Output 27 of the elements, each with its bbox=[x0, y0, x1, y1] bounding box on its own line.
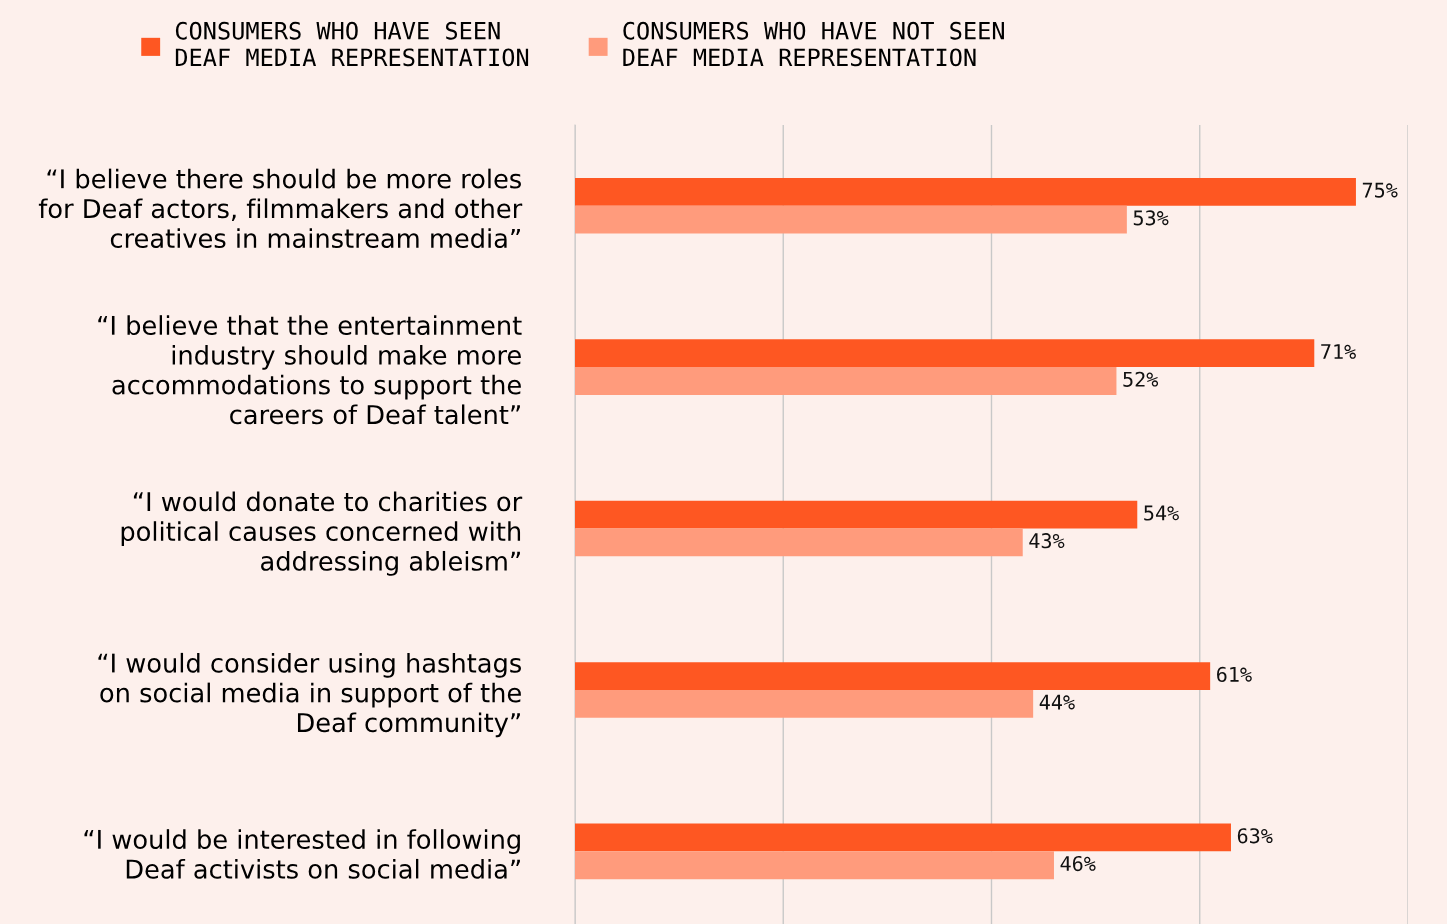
bar bbox=[575, 500, 1138, 529]
bar bbox=[575, 528, 1023, 557]
data-label: 71% bbox=[1321, 344, 1356, 359]
data-label: 52% bbox=[1123, 371, 1159, 387]
y-tick-label: “I believe that the entertainment industry should make more accommodations to support the careers of Deaf talent” bbox=[98, 315, 522, 425]
data-label: 54% bbox=[1144, 505, 1179, 521]
bar bbox=[575, 823, 1231, 852]
data-label: 46% bbox=[1060, 855, 1096, 872]
bar bbox=[575, 339, 1315, 368]
y-tick-label: “I would be interested in following Deaf activists on social media” bbox=[84, 829, 520, 879]
data-label: 63% bbox=[1237, 828, 1273, 844]
legend-label: CONSUMERS WHO HAVE SEEN DEAF MEDIA REPRESENTATION bbox=[175, 21, 529, 67]
data-label: 75% bbox=[1362, 182, 1398, 198]
y-tick-label: “I believe there should be more roles for Deaf actors, filmmakers and other creatives in mainstream media” bbox=[38, 168, 523, 249]
data-label: 43% bbox=[1029, 533, 1065, 549]
bar bbox=[575, 851, 1054, 880]
bar bbox=[575, 662, 1211, 690]
bar bbox=[575, 367, 1117, 395]
bar bbox=[575, 177, 1356, 206]
data-label: 44% bbox=[1039, 694, 1075, 710]
y-tick-label: “I would consider using hashtags on social media in support of the Deaf community” bbox=[98, 652, 521, 738]
y-tick-label: “I would donate to charities or political causes concerned with addressing ableism” bbox=[121, 491, 523, 576]
legend-label: CONSUMERS WHO HAVE NOT SEEN DEAF MEDIA REPRESENTATION bbox=[623, 21, 1004, 67]
data-label: 61% bbox=[1217, 666, 1252, 682]
bar bbox=[575, 205, 1127, 234]
bar bbox=[575, 689, 1034, 718]
data-label: 53% bbox=[1133, 210, 1169, 226]
